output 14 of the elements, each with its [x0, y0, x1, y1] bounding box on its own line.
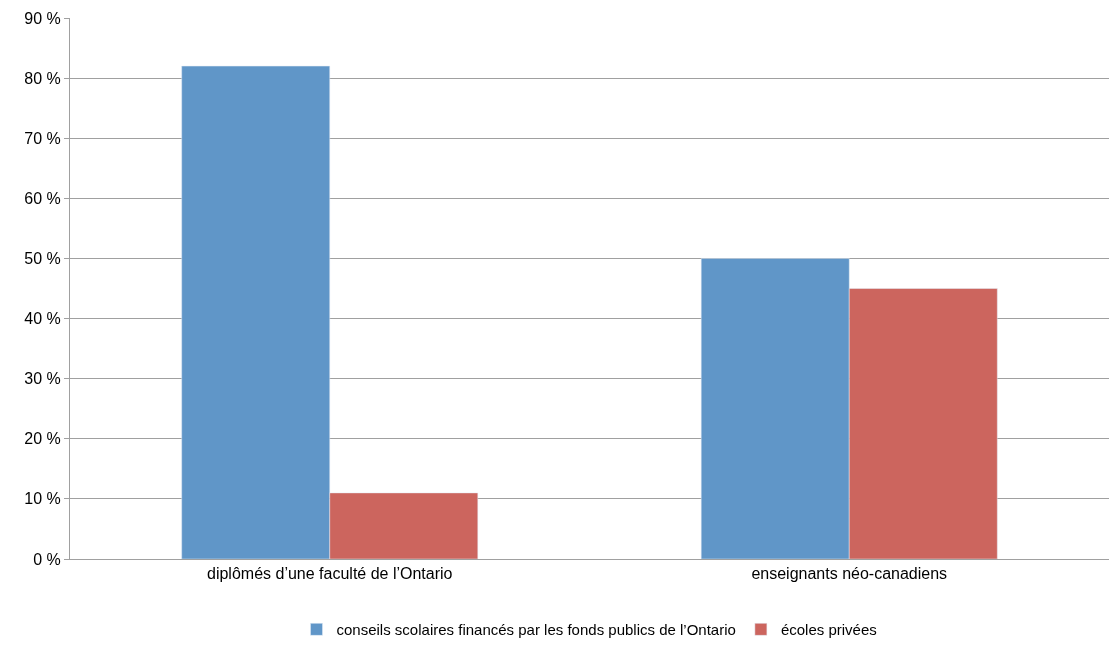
y-tick-label: 80 %: [24, 69, 61, 87]
y-tick-label: 90 %: [24, 9, 61, 27]
y-tick-label: 70 %: [24, 129, 61, 147]
legend-label: conseils scolaires financés par les fonds publics de l’Ontario: [336, 621, 736, 639]
legend-label: écoles privées: [780, 621, 877, 639]
y-tick-label: 20 %: [24, 430, 61, 448]
y-tick-label: 10 %: [24, 490, 61, 508]
y-tick-label: 30 %: [24, 370, 61, 388]
y-tick-label: 0 %: [33, 550, 61, 568]
y-tick-label: 60 %: [24, 189, 61, 207]
y-tick-label: 50 %: [24, 250, 61, 268]
x-tick-label: diplômés d’une faculté de l’Ontario: [207, 565, 453, 583]
y-tick-label: 40 %: [24, 310, 61, 328]
x-tick-label: enseignants néo-canadiens: [751, 565, 948, 583]
